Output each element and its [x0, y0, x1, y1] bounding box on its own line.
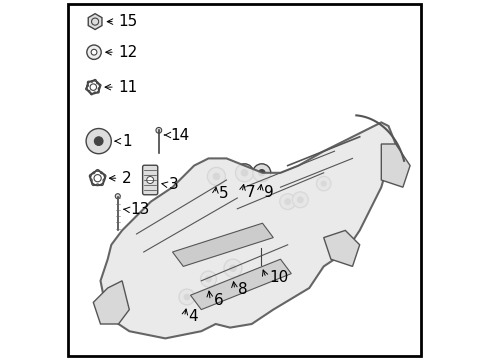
Circle shape	[207, 167, 225, 185]
Circle shape	[94, 137, 103, 145]
Circle shape	[252, 164, 270, 182]
Text: 12: 12	[118, 45, 138, 60]
Text: 5: 5	[219, 186, 228, 201]
Circle shape	[297, 197, 303, 203]
Circle shape	[279, 194, 295, 210]
Text: 15: 15	[118, 14, 138, 29]
Circle shape	[91, 49, 97, 55]
Circle shape	[205, 276, 211, 282]
Polygon shape	[88, 14, 102, 30]
Circle shape	[235, 164, 253, 182]
Text: 11: 11	[118, 80, 138, 95]
Polygon shape	[172, 223, 273, 266]
Circle shape	[229, 265, 236, 271]
Polygon shape	[101, 122, 395, 338]
Text: 4: 4	[187, 309, 197, 324]
Text: 14: 14	[170, 127, 189, 143]
Polygon shape	[190, 259, 291, 310]
Circle shape	[213, 173, 219, 180]
Circle shape	[183, 294, 189, 300]
Circle shape	[321, 181, 325, 186]
Text: 7: 7	[245, 185, 255, 200]
Polygon shape	[381, 144, 409, 187]
Polygon shape	[93, 281, 129, 324]
Circle shape	[284, 199, 290, 204]
Circle shape	[115, 194, 120, 199]
Circle shape	[258, 170, 264, 176]
Circle shape	[200, 271, 216, 287]
Circle shape	[316, 176, 330, 191]
Polygon shape	[323, 230, 359, 266]
Circle shape	[87, 45, 101, 59]
FancyBboxPatch shape	[142, 165, 158, 195]
Circle shape	[86, 129, 111, 154]
Circle shape	[292, 192, 307, 208]
Text: 6: 6	[213, 293, 223, 308]
Text: 1: 1	[122, 134, 131, 149]
Text: 13: 13	[130, 202, 149, 217]
Circle shape	[224, 259, 242, 277]
Text: 9: 9	[263, 185, 273, 200]
Text: 10: 10	[269, 270, 288, 285]
Text: 2: 2	[122, 171, 131, 186]
Circle shape	[179, 289, 194, 305]
Text: 3: 3	[168, 177, 178, 192]
Circle shape	[146, 176, 153, 184]
Circle shape	[156, 127, 162, 133]
Circle shape	[241, 170, 247, 176]
Text: 8: 8	[238, 282, 247, 297]
